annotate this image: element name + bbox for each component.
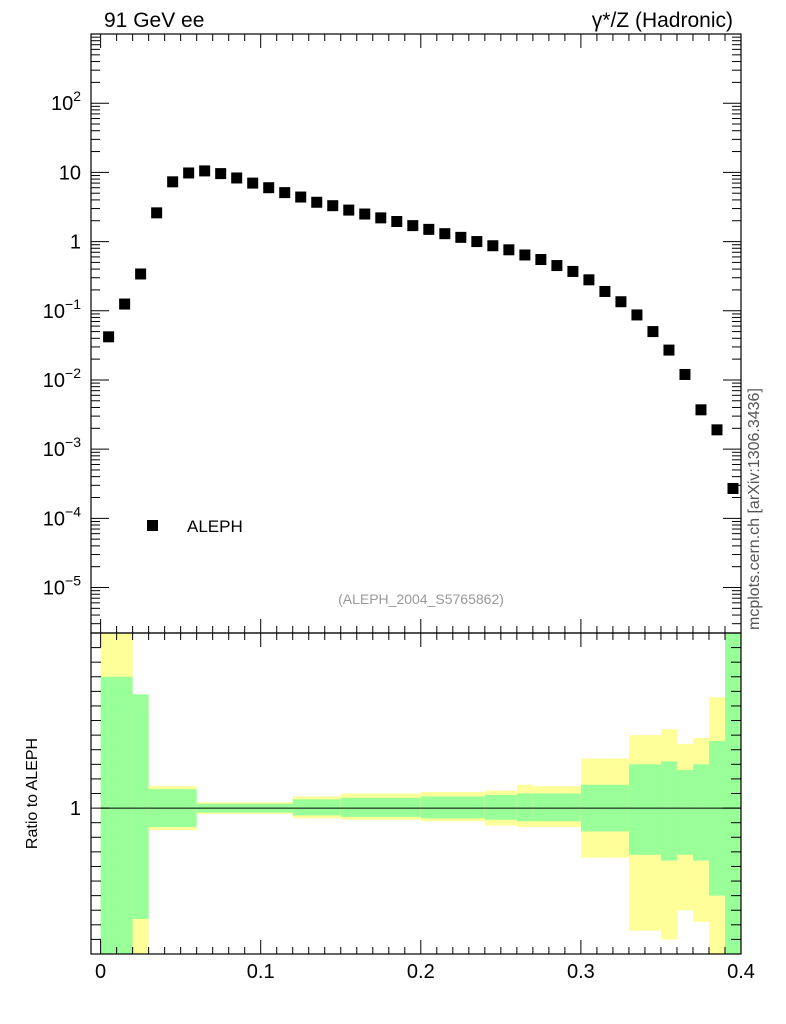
data-point <box>167 176 179 188</box>
data-point <box>535 254 547 266</box>
data-point <box>311 196 323 208</box>
ratio-band-inner-5 <box>340 797 421 817</box>
ratio-band-inner-7 <box>484 794 517 820</box>
data-point <box>471 236 483 248</box>
x-tick-label: 0.1 <box>247 961 275 983</box>
ratio-band-inner-1 <box>132 694 149 919</box>
data-point <box>663 344 675 356</box>
data-point <box>151 207 163 219</box>
ratio-y-tick-label: 1 <box>70 798 81 820</box>
data-point <box>551 260 563 272</box>
legend-label: ALEPH <box>187 517 243 536</box>
data-point <box>391 215 403 227</box>
ratio-band-inner-0 <box>100 676 133 954</box>
data-point <box>599 285 611 297</box>
ratio-band-inner-4 <box>292 799 341 816</box>
ratio-band-inner-15 <box>708 740 725 896</box>
ratio-band-inner-6 <box>420 796 485 819</box>
y-tick-label: 1 <box>70 232 81 254</box>
data-point <box>215 168 227 180</box>
data-point <box>247 177 259 189</box>
data-point <box>119 298 131 310</box>
data-point <box>375 212 387 224</box>
data-point <box>343 204 355 216</box>
data-point <box>727 482 739 494</box>
data-point <box>423 223 435 235</box>
y-tick-label: 102 <box>51 88 81 115</box>
y-tick-label: 10−1 <box>43 296 81 323</box>
data-point <box>199 165 211 177</box>
data-point <box>135 268 147 280</box>
data-point <box>183 167 195 179</box>
data-point <box>615 296 627 308</box>
data-point <box>439 228 451 240</box>
data-point <box>647 326 659 338</box>
x-tick-label: 0 <box>95 961 106 983</box>
data-point <box>455 231 467 243</box>
ratio-band-inner-12 <box>660 761 677 861</box>
x-tick-label: 0.3 <box>567 961 595 983</box>
ratio-band-inner-9 <box>532 793 581 822</box>
main-frame <box>90 33 742 634</box>
ratio-band-inner-11 <box>628 764 661 855</box>
data-point <box>279 187 291 199</box>
data-point <box>679 368 691 380</box>
ratio-bands <box>100 633 741 954</box>
y-tick-label: 10−5 <box>43 573 81 600</box>
x-tick-label: 0.2 <box>407 961 435 983</box>
data-point <box>263 182 275 194</box>
data-point <box>631 309 643 321</box>
data-point <box>503 244 515 256</box>
data-point <box>327 200 339 212</box>
ratio-band-inner-13 <box>676 770 693 855</box>
main-points <box>103 165 739 494</box>
ratio-y-axis-label: Ratio to ALEPH <box>24 738 41 849</box>
data-point <box>695 404 707 416</box>
y-tick-label: 10−4 <box>43 503 81 530</box>
header-left-label: 91 GeV ee <box>104 9 205 32</box>
data-point <box>359 208 371 220</box>
legend-marker <box>147 520 158 531</box>
data-point <box>487 240 499 252</box>
data-point <box>407 220 419 232</box>
header-right-label: γ*/Z (Hadronic) <box>591 9 733 32</box>
data-point <box>231 172 243 184</box>
ratio-band-inner-8 <box>516 793 533 822</box>
legend: ALEPH <box>147 517 243 536</box>
data-point <box>711 424 723 436</box>
x-tick-label: 0.4 <box>727 961 755 983</box>
y-tick-label: 10−2 <box>43 365 81 392</box>
data-point <box>519 249 531 261</box>
y-tick-label: 10−3 <box>43 434 81 461</box>
data-point <box>567 265 579 277</box>
ratio-band-inner-14 <box>692 764 709 861</box>
ratio-axes: 0 0.1 0.2 0.3 0.4 1 Ratio to ALEPH <box>24 632 755 983</box>
y-tick-label: 10 <box>59 162 81 184</box>
analysis-id-annotation: (ALEPH_2004_S5765862) <box>338 591 504 607</box>
data-point <box>103 331 115 343</box>
data-point <box>583 274 595 286</box>
data-point <box>295 191 307 203</box>
main-axes: 10−5 10−4 10−3 10−2 10−1 1 10 102 (ALEPH_2004_S5… <box>43 33 742 634</box>
